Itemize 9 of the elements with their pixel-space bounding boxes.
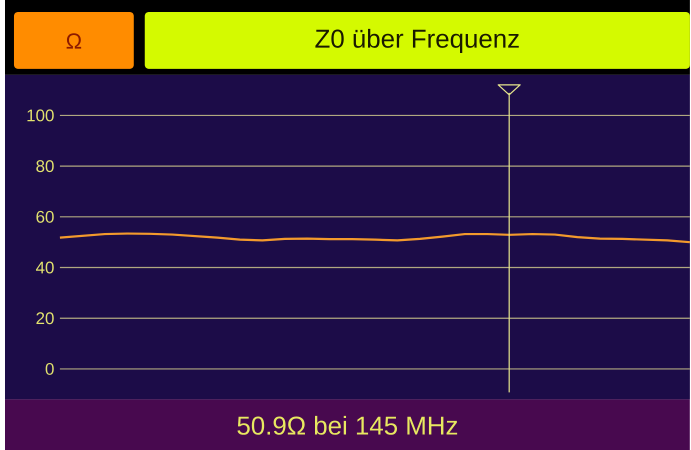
y-tick-label: 20 [36,312,54,324]
y-tick-label: 100 [27,109,54,122]
y-tick-label: 60 [36,210,54,223]
y-tick-label: 0 [46,362,54,375]
text: Ω [66,33,82,48]
chart-title: Z0 über Frequenz [315,28,519,53]
y-tick-label: 80 [36,160,54,172]
y-tick-label: 40 [36,261,54,274]
text: 50.9Ω bei 145 MHz [237,416,458,435]
